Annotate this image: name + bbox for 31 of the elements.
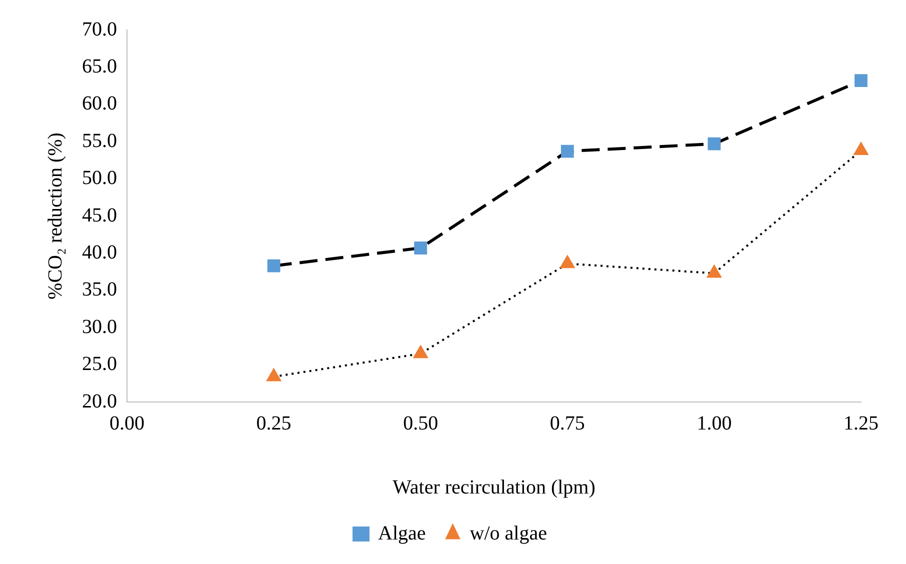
point: [414, 242, 428, 254]
x-tick-label: 0.50: [403, 412, 438, 434]
y-tick-label: 55.0: [82, 130, 117, 152]
x-tick-label: 0.25: [256, 412, 292, 434]
point: [560, 144, 574, 158]
point: [560, 256, 574, 268]
y-tick-label: 35.0: [82, 278, 117, 301]
x-tick-label: 1.00: [696, 412, 732, 434]
y-tick-label: 40.0: [82, 241, 117, 264]
point: [707, 265, 722, 278]
x-tick-label: 0.75: [550, 412, 585, 434]
point: [854, 142, 868, 156]
y-tick-label: 50.0: [82, 167, 117, 190]
y-tick-label: 20.0: [82, 390, 117, 412]
legend-label: Algae: [378, 522, 426, 544]
y-axis-title: %CO₂ reduction (%): [44, 132, 66, 300]
point: [708, 137, 721, 150]
y-tick-label: 25.0: [82, 353, 117, 376]
point: [854, 74, 868, 88]
point: [267, 259, 280, 272]
y-tick-label: 60.0: [82, 92, 117, 115]
x-axis-title: Water recirculation (lpm): [392, 476, 596, 498]
x-tick-label: 1.25: [844, 412, 878, 434]
point: [414, 346, 428, 358]
legend-label: w/o algae: [470, 522, 548, 544]
point: [266, 368, 281, 382]
y-tick-label: 65.0: [82, 55, 117, 78]
x-tick-label: 0.00: [110, 412, 144, 434]
y-tick-label: 30.0: [82, 316, 117, 338]
y-tick-label: 70.0: [82, 18, 117, 40]
y-tick-label: 45.0: [82, 204, 117, 226]
